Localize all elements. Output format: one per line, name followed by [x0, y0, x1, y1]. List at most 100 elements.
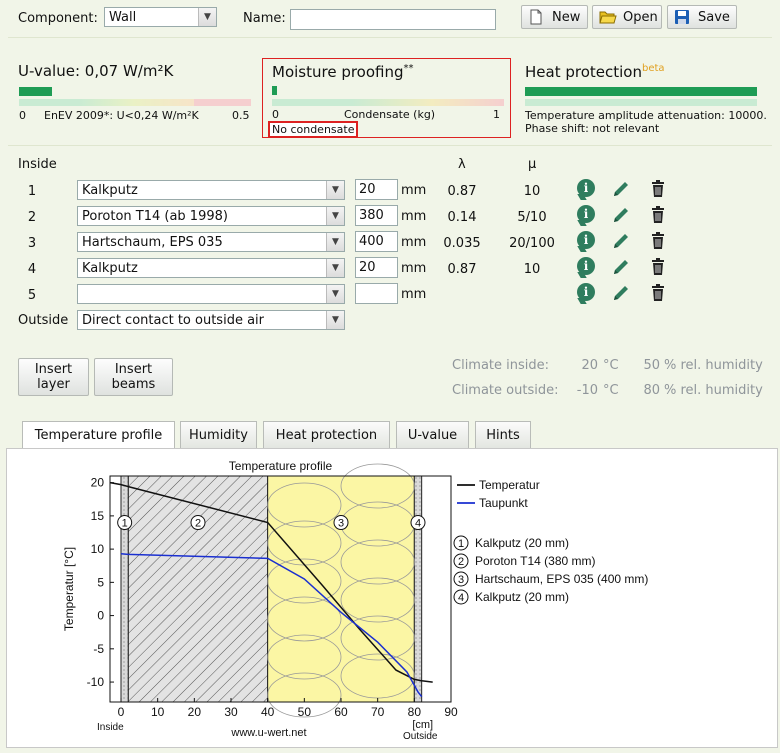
trash-icon[interactable]: [650, 206, 666, 224]
outside-label: Outside: [18, 313, 69, 328]
layer-mu: 10: [523, 184, 541, 199]
insulation-loop: [340, 577, 415, 623]
moisture-scale-max: 1: [493, 108, 500, 121]
heat-line1: Temperature amplitude attenuation: 10000…: [525, 109, 767, 122]
trash-icon[interactable]: [650, 232, 666, 250]
layer-mu: 10: [523, 262, 541, 277]
x-tick-label: 20: [188, 705, 202, 719]
climate-temp-unit: °C: [603, 383, 619, 398]
info-icon[interactable]: i: [577, 179, 595, 197]
tab-humidity[interactable]: Humidity: [180, 421, 257, 448]
insulation-loop: [267, 596, 342, 642]
footer-label: www.u-wert.net: [230, 727, 306, 739]
legend-layer-number: 3: [458, 574, 464, 586]
layer-number: 5: [27, 288, 37, 303]
edit-pencil-icon[interactable]: [611, 179, 631, 199]
climate-outside-temp[interactable]: -10: [576, 383, 598, 398]
y-tick-label: 0: [97, 609, 104, 623]
legend-layer-circle: [453, 553, 469, 569]
info-icon[interactable]: i: [577, 231, 595, 249]
legend-layer-label: Hartschaum, EPS 035 (400 mm): [475, 572, 648, 586]
layer-marker-circle: [333, 515, 349, 531]
layer-material-select[interactable]: Poroton T14 (ab 1998) ▼: [77, 206, 345, 226]
tab-temperature-profile[interactable]: Temperature profile: [22, 421, 175, 449]
legend-layer-label: Kalkputz (20 mm): [475, 536, 569, 550]
lambda-header: λ: [458, 157, 466, 172]
insulation-loop: [267, 482, 342, 528]
layer-material-select[interactable]: Hartschaum, EPS 035 ▼: [77, 232, 345, 252]
layer-number: 3: [27, 236, 37, 251]
moisture-status: No condensate: [268, 121, 359, 138]
layer-material-select[interactable]: ▼: [77, 284, 345, 304]
x-axis-label: [cm]: [412, 719, 433, 731]
x-tick-label: 30: [224, 705, 238, 719]
climate-inside-humidity[interactable]: 50: [643, 358, 660, 373]
layer-marker-label: 2: [195, 518, 201, 530]
layer-band: [413, 475, 423, 703]
layer-thickness-input[interactable]: 20: [355, 179, 398, 200]
layer-material-value: Hartschaum, EPS 035: [82, 235, 223, 250]
new-button[interactable]: New: [521, 5, 588, 29]
layer-marker-label: 1: [122, 518, 128, 530]
trash-icon[interactable]: [650, 180, 666, 198]
outside-select[interactable]: Direct contact to outside air ▼: [77, 310, 345, 330]
save-button-label: Save: [698, 9, 730, 25]
y-tick-label: 5: [97, 575, 104, 589]
edit-pencil-icon[interactable]: [611, 283, 631, 303]
chevron-down-icon: ▼: [198, 8, 216, 26]
open-button[interactable]: Open: [592, 5, 662, 29]
divider: [8, 37, 772, 38]
folder-icon: [599, 9, 617, 25]
inside-label: Inside: [97, 722, 124, 733]
info-icon[interactable]: i: [577, 205, 595, 223]
heat-title: Heat protectionbeta: [525, 63, 665, 81]
layer-number: 2: [27, 210, 37, 225]
y-tick-label: -5: [93, 642, 104, 656]
layer-marker-circle: [190, 515, 206, 531]
component-select[interactable]: Wall ▼: [104, 7, 217, 27]
uvalue-scale-mid: EnEV 2009*: U<0,24 W/m²K: [44, 109, 199, 122]
tab-u-value[interactable]: U-value: [396, 421, 469, 448]
outside-label: Outside: [403, 731, 438, 742]
new-button-label: New: [552, 9, 581, 25]
tab-hints[interactable]: Hints: [475, 421, 531, 448]
info-icon[interactable]: i: [577, 257, 595, 275]
x-tick-label: 80: [408, 705, 422, 719]
edit-pencil-icon[interactable]: [611, 205, 631, 225]
trash-icon[interactable]: [650, 284, 666, 302]
layer-marker-circle: [410, 515, 426, 531]
layer-number: 1: [27, 184, 37, 199]
save-button[interactable]: Save: [667, 5, 737, 29]
insert-layer-button[interactable]: Insert layer: [18, 358, 89, 396]
moisture-scale-band: [272, 99, 504, 106]
layer-material-select[interactable]: Kalkputz ▼: [77, 180, 345, 200]
layer-thickness-input[interactable]: 380: [355, 205, 398, 226]
edit-pencil-icon[interactable]: [611, 257, 631, 277]
layer-material-value: Kalkputz: [82, 183, 138, 198]
climate-inside-temp[interactable]: 20: [581, 358, 598, 373]
moisture-scale: [272, 86, 504, 95]
climate-humidity-unit: % rel. humidity: [664, 358, 763, 373]
layer-thickness-input[interactable]: 400: [355, 231, 398, 252]
info-icon[interactable]: i: [577, 283, 595, 301]
layer-lambda: 0.035: [443, 236, 481, 251]
tab-heat-protection[interactable]: Heat protection: [263, 421, 390, 448]
trash-icon[interactable]: [650, 258, 666, 276]
y-tick-label: -10: [87, 675, 105, 689]
plot-frame: [109, 475, 452, 703]
climate-outside-humidity[interactable]: 80: [643, 383, 660, 398]
layer-material-select[interactable]: Kalkputz ▼: [77, 258, 345, 278]
layer-unit: mm: [401, 209, 427, 224]
layer-thickness-input[interactable]: [355, 283, 398, 304]
x-tick-label: 40: [261, 705, 275, 719]
name-input[interactable]: [290, 9, 496, 30]
insert-beams-button[interactable]: Insert beams: [94, 358, 173, 396]
insulation-loop: [267, 672, 342, 718]
layer-lambda: 0.87: [447, 262, 477, 277]
edit-pencil-icon[interactable]: [611, 231, 631, 251]
layer-band: [267, 475, 415, 703]
layer-thickness-input[interactable]: 20: [355, 257, 398, 278]
layer-number: 4: [27, 262, 37, 277]
new-file-icon: [528, 9, 546, 25]
